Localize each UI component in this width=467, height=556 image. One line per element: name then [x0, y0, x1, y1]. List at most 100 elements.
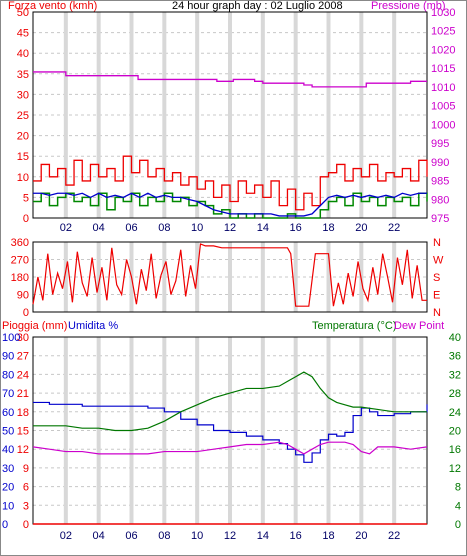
lower-time-tick-label: 10 — [191, 530, 203, 542]
pressure-tick-label: 985 — [431, 176, 449, 188]
wind-tick-label: 10 — [17, 172, 29, 184]
wind-tick-label: 25 — [17, 110, 29, 122]
dewpoint-axis-label: Dew Point — [394, 320, 445, 332]
pressure-tick-label: 1015 — [431, 63, 455, 75]
pressure-tick-label: 1000 — [431, 119, 455, 131]
rain-tick-label: 6 — [23, 482, 29, 494]
pressure-tick-label: 975 — [431, 213, 449, 225]
temperature-tick-label: 0 — [455, 519, 461, 531]
humidity-tick-label: 30 — [2, 463, 14, 475]
wind-tick-label: 50 — [17, 7, 29, 19]
compass-label: E — [433, 290, 440, 302]
direction-tick-label: 360 — [11, 237, 29, 249]
direction-tick-label: 180 — [11, 272, 29, 284]
temperature-tick-label: 16 — [449, 444, 461, 456]
pressure-tick-label: 980 — [431, 194, 449, 206]
rain-axis-label: Pioggia (mm) — [2, 320, 68, 332]
direction-tick-label: 270 — [11, 255, 29, 267]
wind-tick-label: 30 — [17, 89, 29, 101]
rain-tick-label: 0 — [23, 519, 29, 531]
pressure-tick-label: 1005 — [431, 101, 455, 113]
pressure-tick-label: 1025 — [431, 26, 455, 38]
lower-time-tick-label: 04 — [93, 530, 105, 542]
lower-time-tick-label: 20 — [355, 530, 367, 542]
temperature-series-line — [33, 371, 427, 432]
pressure-series-line — [33, 71, 427, 88]
time-tick-label: 12 — [224, 222, 236, 234]
rain-tick-label: 3 — [23, 500, 29, 512]
pressure-tick-label: 1010 — [431, 82, 455, 94]
direction-tick-label: 90 — [17, 290, 29, 302]
temperature-tick-label: 36 — [449, 351, 461, 363]
rain-tick-label: 30 — [17, 332, 29, 344]
compass-label: W — [433, 255, 444, 267]
lower-time-tick-label: 08 — [158, 530, 170, 542]
gust-series-line — [33, 192, 428, 219]
direction-tick-label: 0 — [23, 307, 29, 319]
rain-tick-label: 9 — [23, 463, 29, 475]
wind-tick-label: 0 — [23, 213, 29, 225]
compass-label: N — [433, 307, 441, 319]
wind-tick-label: 20 — [17, 131, 29, 143]
temperature-tick-label: 28 — [449, 388, 461, 400]
temperature-axis-label: Temperatura (°C) — [312, 320, 397, 332]
rain-tick-label: 21 — [17, 388, 29, 400]
wind-tick-label: 5 — [23, 192, 29, 204]
pressure-tick-label: 1030 — [431, 7, 455, 19]
wind-tick-label: 35 — [17, 69, 29, 81]
lower-time-tick-label: 02 — [60, 530, 72, 542]
humidity-tick-label: 60 — [2, 407, 14, 419]
temperature-tick-label: 24 — [449, 407, 461, 419]
time-tick-label: 08 — [158, 222, 170, 234]
time-tick-label: 18 — [322, 222, 334, 234]
pressure-axis-label: Pressione (mb) — [371, 0, 446, 12]
pressure-tick-label: 990 — [431, 157, 449, 169]
pressure-tick-label: 1020 — [431, 44, 455, 56]
rain-tick-label: 18 — [17, 407, 29, 419]
temperature-tick-label: 40 — [449, 332, 461, 344]
lower-time-tick-label: 12 — [224, 530, 236, 542]
direction-plot-frame — [32, 241, 428, 313]
humidity-axis-label: Umidita % — [68, 320, 119, 332]
wind-tick-label: 40 — [17, 48, 29, 60]
rain-tick-label: 27 — [17, 351, 29, 363]
chart-title: 24 hour graph day : 02 Luglio 2008 — [172, 0, 343, 12]
compass-label: N — [433, 237, 441, 249]
rain-tick-label: 15 — [17, 426, 29, 438]
lower-time-tick-label: 22 — [388, 530, 400, 542]
temperature-tick-label: 12 — [449, 463, 461, 475]
wind-average-line — [33, 192, 427, 217]
wind-tick-label: 45 — [17, 28, 29, 40]
lower-time-tick-label: 14 — [257, 530, 269, 542]
humidity-tick-label: 40 — [2, 444, 14, 456]
compass-label: S — [433, 272, 440, 284]
wind-tick-label: 15 — [17, 151, 29, 163]
rain-tick-label: 12 — [17, 444, 29, 456]
dewpoint-series-line — [32, 441, 428, 455]
humidity-tick-label: 0 — [2, 519, 8, 531]
time-tick-label: 16 — [290, 222, 302, 234]
humidity-tick-label: 80 — [2, 369, 14, 381]
time-tick-label: 04 — [93, 222, 105, 234]
humidity-tick-label: 90 — [2, 351, 14, 363]
temperature-tick-label: 20 — [449, 426, 461, 438]
humidity-tick-label: 20 — [2, 482, 14, 494]
time-tick-label: 02 — [60, 222, 72, 234]
direction-series-line — [32, 243, 427, 307]
pressure-tick-label: 995 — [431, 138, 449, 150]
temperature-tick-label: 8 — [455, 482, 461, 494]
time-tick-label: 20 — [355, 222, 367, 234]
temperature-tick-label: 32 — [449, 369, 461, 381]
wind-axis-label: Forza vento (kmh) — [8, 0, 98, 12]
time-tick-label: 22 — [388, 222, 400, 234]
lower-time-tick-label: 18 — [322, 530, 334, 542]
humidity-tick-label: 10 — [2, 500, 14, 512]
humidity-tick-label: 70 — [2, 388, 14, 400]
humidity-tick-label: 100 — [2, 332, 20, 344]
rain-tick-label: 24 — [17, 369, 29, 381]
lower-time-tick-label: 16 — [290, 530, 302, 542]
time-tick-label: 10 — [191, 222, 203, 234]
humidity-tick-label: 50 — [2, 426, 14, 438]
time-tick-label: 06 — [125, 222, 137, 234]
